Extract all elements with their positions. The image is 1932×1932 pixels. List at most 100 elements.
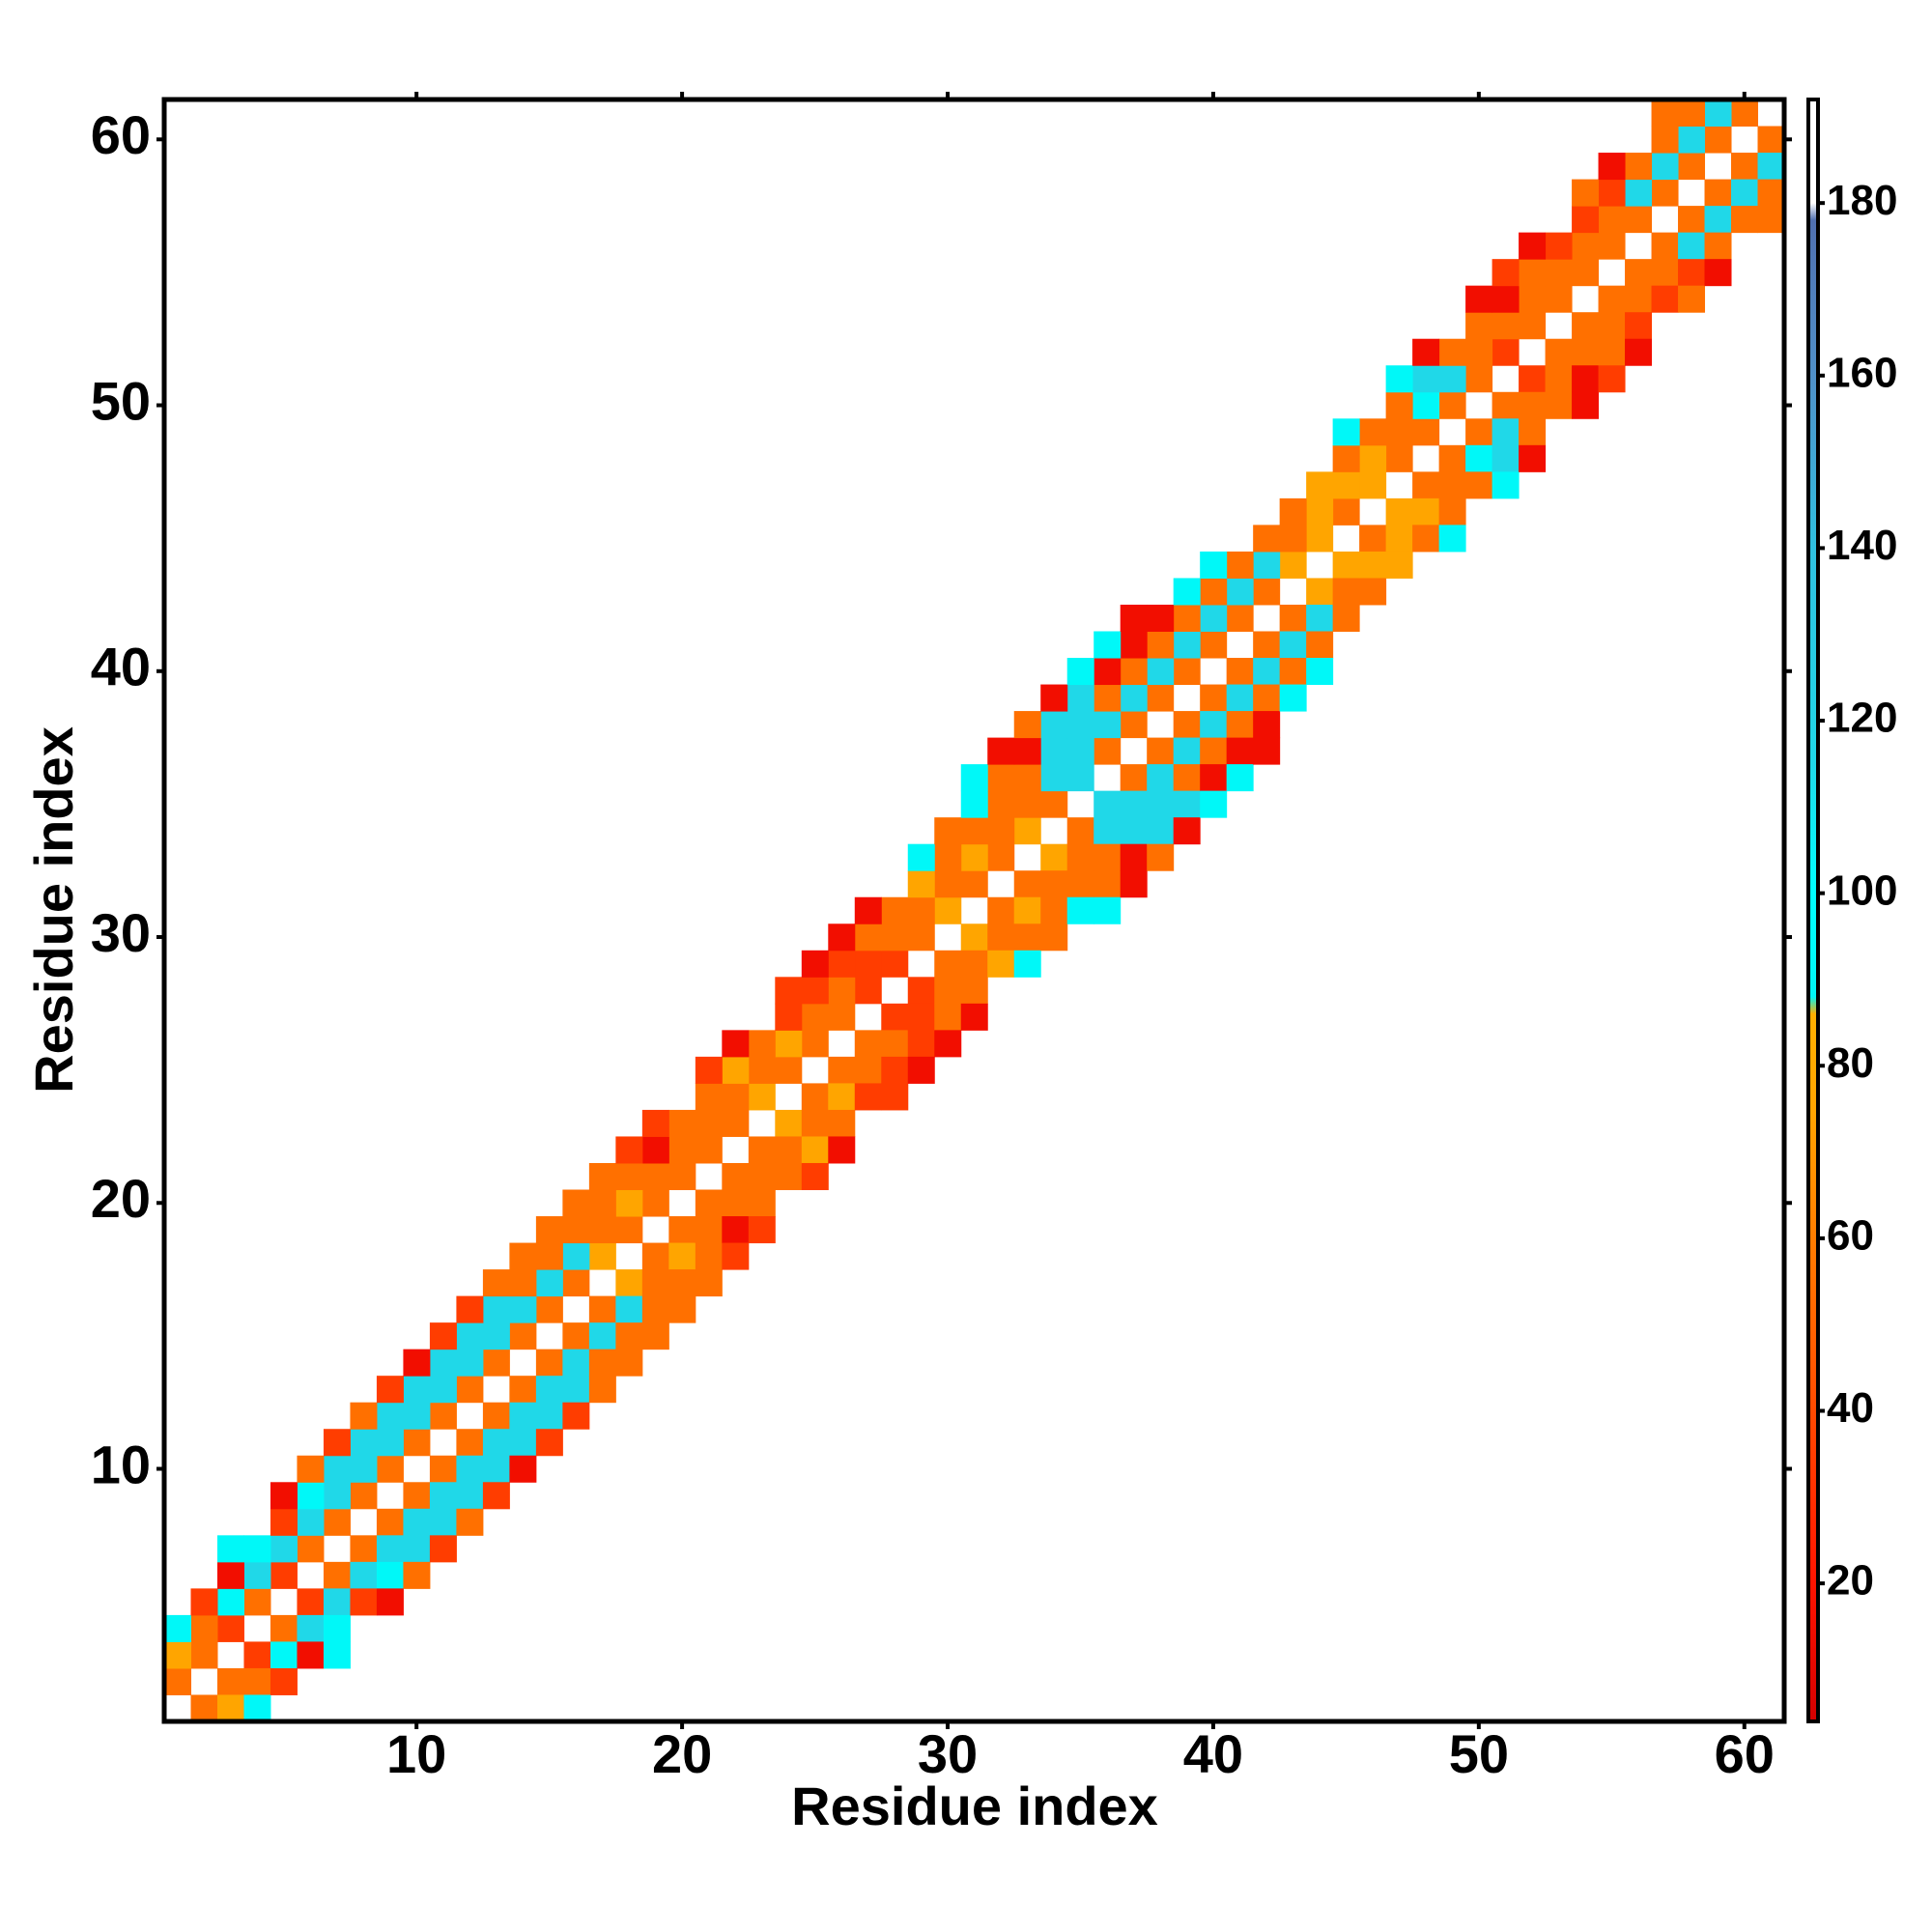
heatmap-cell: [1545, 285, 1573, 313]
y-tick-label: 60: [91, 104, 151, 165]
heatmap-cell: [615, 1162, 643, 1191]
heatmap-cell: [854, 1056, 882, 1084]
heatmap-cell: [1147, 631, 1175, 659]
heatmap-cell: [297, 1508, 325, 1536]
colorbar-tick-label: 140: [1827, 522, 1897, 569]
heatmap-cell: [323, 1455, 351, 1483]
heatmap-cell: [1651, 179, 1679, 207]
colorbar-tick-label: 160: [1827, 349, 1897, 396]
heatmap-cell: [1545, 259, 1573, 287]
heatmap-cell: [456, 1508, 484, 1536]
heatmap-cell: [987, 737, 1015, 765]
heatmap-cell: [1332, 551, 1360, 579]
heatmap-cell: [588, 1295, 616, 1323]
heatmap-cell: [1757, 153, 1785, 181]
heatmap-cell: [1492, 391, 1520, 419]
heatmap-cell: [695, 1189, 723, 1217]
heatmap-cell: [403, 1482, 431, 1510]
heatmap-cell: [695, 1083, 723, 1111]
heatmap-cell: [1332, 604, 1360, 632]
heatmap-cell: [1492, 259, 1520, 287]
heatmap-cell: [1306, 631, 1334, 659]
heatmap-cell: [668, 1216, 696, 1244]
heatmap-cell: [1013, 764, 1041, 792]
heatmap-cell: [1306, 604, 1334, 632]
heatmap-cell: [323, 1561, 351, 1589]
heatmap-cell: [350, 1588, 378, 1616]
heatmap-cell: [775, 1003, 803, 1031]
heatmap-cell: [350, 1402, 378, 1430]
heatmap-cell: [1094, 684, 1122, 712]
heatmap-cell: [1651, 259, 1679, 287]
heatmap-cell: [1519, 232, 1547, 260]
heatmap-cell: [1279, 497, 1307, 526]
heatmap-cell: [1094, 843, 1122, 871]
heatmap-cell: [216, 1694, 244, 1722]
heatmap-cell: [907, 1003, 935, 1031]
heatmap-cell: [828, 1056, 856, 1084]
heatmap-cell: [429, 1402, 457, 1430]
heatmap-cell: [403, 1376, 431, 1404]
heatmap-cell: [1066, 711, 1094, 739]
heatmap-cell: [376, 1535, 404, 1563]
heatmap-cell: [350, 1482, 378, 1510]
heatmap-cell: [1757, 126, 1785, 154]
heatmap-cell: [801, 1030, 829, 1058]
heatmap-cell: [1492, 285, 1520, 313]
heatmap-cell: [1147, 604, 1175, 632]
heatmap-cell: [1651, 285, 1679, 313]
heatmap-cell: [1040, 843, 1068, 871]
heatmap-cell: [1651, 99, 1679, 128]
y-tick-label: 10: [91, 1434, 151, 1494]
heatmap-cell: [1066, 817, 1094, 845]
heatmap-cell: [1094, 658, 1122, 686]
heatmap-cell: [1332, 444, 1360, 472]
heatmap-cell: [429, 1535, 457, 1563]
heatmap-cell: [164, 1614, 191, 1642]
heatmap-cell: [1332, 497, 1360, 526]
heatmap-cell: [1572, 338, 1600, 366]
heatmap-cell: [1173, 631, 1201, 659]
heatmap-cell: [270, 1535, 298, 1563]
heatmap-cell: [403, 1508, 431, 1536]
heatmap-cell: [641, 1269, 669, 1297]
heatmap-cell: [615, 1349, 643, 1377]
heatmap-cell: [801, 1136, 829, 1164]
heatmap-cell: [1120, 631, 1148, 659]
heatmap-cell: [1359, 578, 1387, 606]
x-tick-label: 40: [1183, 1723, 1243, 1784]
heatmap-cell: [1492, 418, 1520, 446]
heatmap-cell: [1066, 684, 1094, 712]
heatmap-cell: [1120, 711, 1148, 739]
heatmap-cell: [323, 1508, 351, 1536]
heatmap-cell: [588, 1322, 616, 1350]
heatmap-cell: [429, 1508, 457, 1536]
x-tick-label: 60: [1715, 1723, 1775, 1784]
heatmap-cell: [1385, 418, 1413, 446]
plot-frame: [161, 97, 1787, 1724]
heatmap-cell: [1200, 631, 1228, 659]
heatmap-cell: [1678, 232, 1706, 260]
heatmap-cell: [1013, 711, 1041, 739]
heatmap-cell: [881, 950, 909, 978]
heatmap-cell: [1066, 870, 1094, 898]
heatmap-cell: [1704, 179, 1732, 207]
heatmap-cell: [297, 1482, 325, 1510]
heatmap-cell: [1678, 126, 1706, 154]
heatmap-cell: [403, 1561, 431, 1589]
heatmap-cell: [1094, 631, 1122, 659]
heatmap-cell: [1598, 179, 1626, 207]
heatmap-cell: [1253, 658, 1281, 686]
heatmap-cell: [1385, 391, 1413, 419]
colorbar-tick-label: 40: [1827, 1384, 1874, 1432]
heatmap-cell: [562, 1402, 590, 1430]
heatmap-cell: [1094, 737, 1122, 765]
heatmap-cell: [1120, 764, 1148, 792]
heatmap-cell: [1731, 99, 1759, 128]
heatmap-cell: [535, 1376, 563, 1404]
heatmap-cell: [509, 1322, 537, 1350]
heatmap-cell: [1438, 525, 1466, 553]
heatmap-cell: [668, 1162, 696, 1191]
heatmap-cell: [1120, 817, 1148, 845]
heatmap-cell: [695, 1216, 723, 1244]
